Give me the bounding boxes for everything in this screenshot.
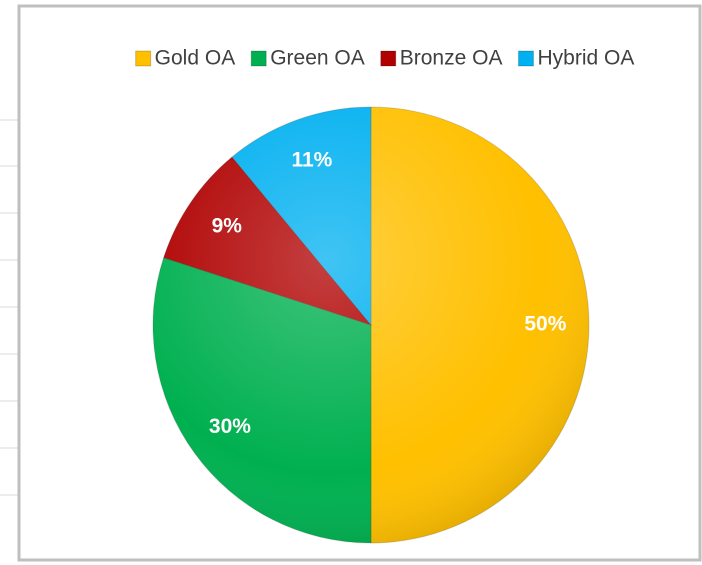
data-label: 50% (524, 313, 566, 336)
legend-swatch (380, 50, 397, 67)
legend-swatch (517, 50, 534, 67)
legend-swatch (250, 50, 267, 67)
legend-text: Hybrid OA (537, 47, 634, 70)
data-labels: 50% 30% 9% 11% (209, 148, 567, 438)
data-label: 30% (209, 415, 251, 438)
sheet-grid (0, 119, 18, 496)
legend-item: Green OA (250, 47, 365, 70)
legend-text: Green OA (270, 47, 365, 70)
legend-item: Gold OA (135, 47, 236, 70)
legend-item: Hybrid OA (517, 47, 634, 70)
legend-text: Bronze OA (400, 47, 503, 70)
data-label: 9% (212, 215, 243, 238)
legend-item: Bronze OA (380, 47, 503, 70)
data-label: 11% (291, 148, 332, 171)
legend-swatch (135, 50, 152, 67)
legend-text: Gold OA (155, 47, 236, 70)
legend: Gold OA Green OA Bronze OA Hybrid OA (135, 47, 634, 70)
